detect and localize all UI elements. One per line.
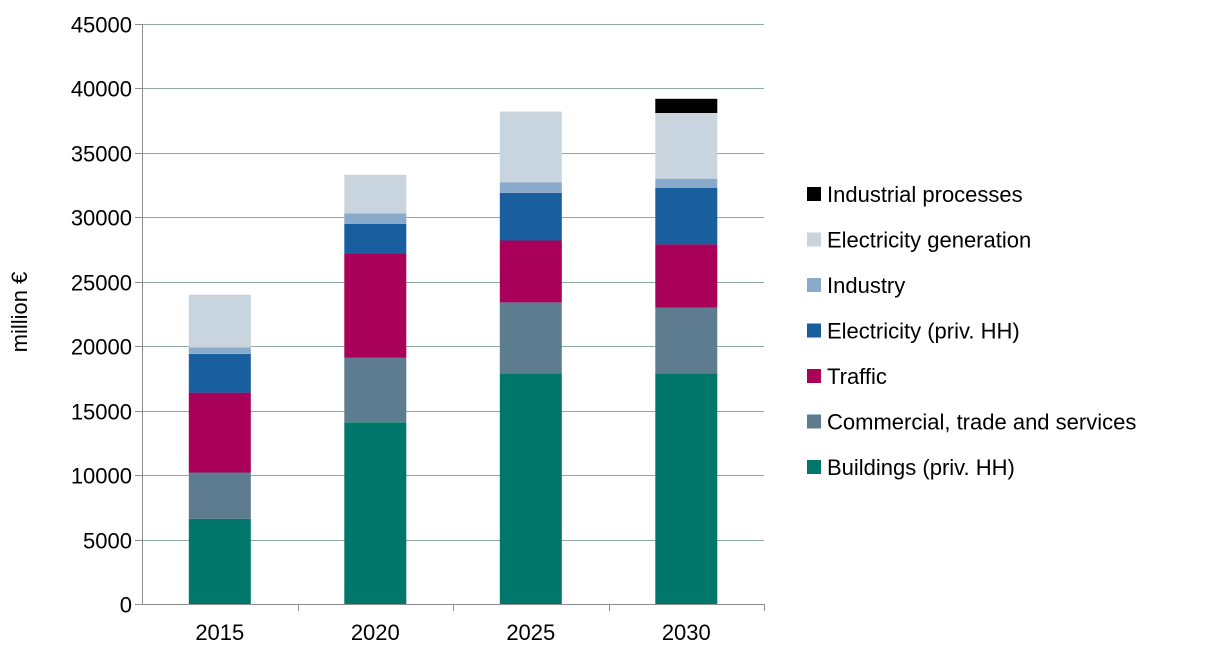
bar-segment [655, 178, 718, 188]
bar-segment [499, 111, 562, 183]
legend-label: Buildings (priv. HH) [827, 455, 1015, 480]
y-tick-label: 40000 [71, 77, 132, 102]
y-tick-label: 35000 [71, 142, 132, 167]
legend-label: Electricity generation [827, 228, 1031, 253]
bar-segment [344, 223, 407, 254]
legend-label: Industry [827, 273, 905, 298]
legend-swatch [807, 460, 821, 474]
legend-swatch [807, 187, 821, 201]
bar-segment [344, 422, 407, 604]
y-tick-label: 20000 [71, 335, 132, 360]
bar-segment [499, 192, 562, 241]
y-axis-title: million € [7, 272, 32, 353]
bar-segment [188, 294, 251, 348]
bar-segment [344, 174, 407, 214]
y-tick-label: 0 [120, 593, 132, 618]
legend-swatch [807, 278, 821, 292]
bar-segment [188, 354, 251, 393]
bar-segment [655, 187, 718, 245]
y-tick-label: 30000 [71, 206, 132, 231]
bar-segment [655, 307, 718, 374]
bar-segment [499, 302, 562, 374]
bar-segment [188, 347, 251, 354]
bar-segment [344, 357, 407, 423]
bar-segment [344, 253, 407, 358]
legend-label: Traffic [827, 364, 887, 389]
bar-segment [188, 518, 251, 604]
bar-segment [344, 213, 407, 224]
y-tick-label: 25000 [71, 271, 132, 296]
legend: Industrial processes Electricity generati… [807, 182, 1136, 480]
legend-swatch [807, 323, 821, 338]
legend-swatch [807, 369, 821, 383]
legend-label: Industrial processes [827, 182, 1023, 207]
legend-swatch [807, 232, 821, 247]
bar-segment [655, 373, 718, 604]
bars [188, 98, 718, 604]
bar-segment [188, 392, 251, 473]
legend-label: Electricity (priv. HH) [827, 319, 1020, 344]
y-tick-label: 45000 [71, 13, 132, 38]
bar-segment [499, 373, 562, 604]
bar-segment [499, 182, 562, 193]
x-tick-label: 2020 [351, 620, 400, 645]
legend-label: Commercial, trade and services [827, 410, 1136, 435]
y-tick-label: 10000 [71, 464, 132, 489]
bar-segment [655, 244, 718, 308]
x-tick-label: 2015 [195, 620, 244, 645]
bar-segment [499, 240, 562, 303]
y-tick-label: 5000 [83, 529, 132, 554]
y-tick-label: 15000 [71, 400, 132, 425]
bar-segment [655, 98, 718, 113]
bar-segment [188, 472, 251, 519]
x-tick-label: 2030 [662, 620, 711, 645]
x-tick-label: 2025 [506, 620, 555, 645]
legend-swatch [807, 414, 821, 429]
bar-segment [655, 112, 718, 179]
axes: 0 5000 10000 15000 20000 25000 30000 35000 40000… [71, 13, 765, 645]
